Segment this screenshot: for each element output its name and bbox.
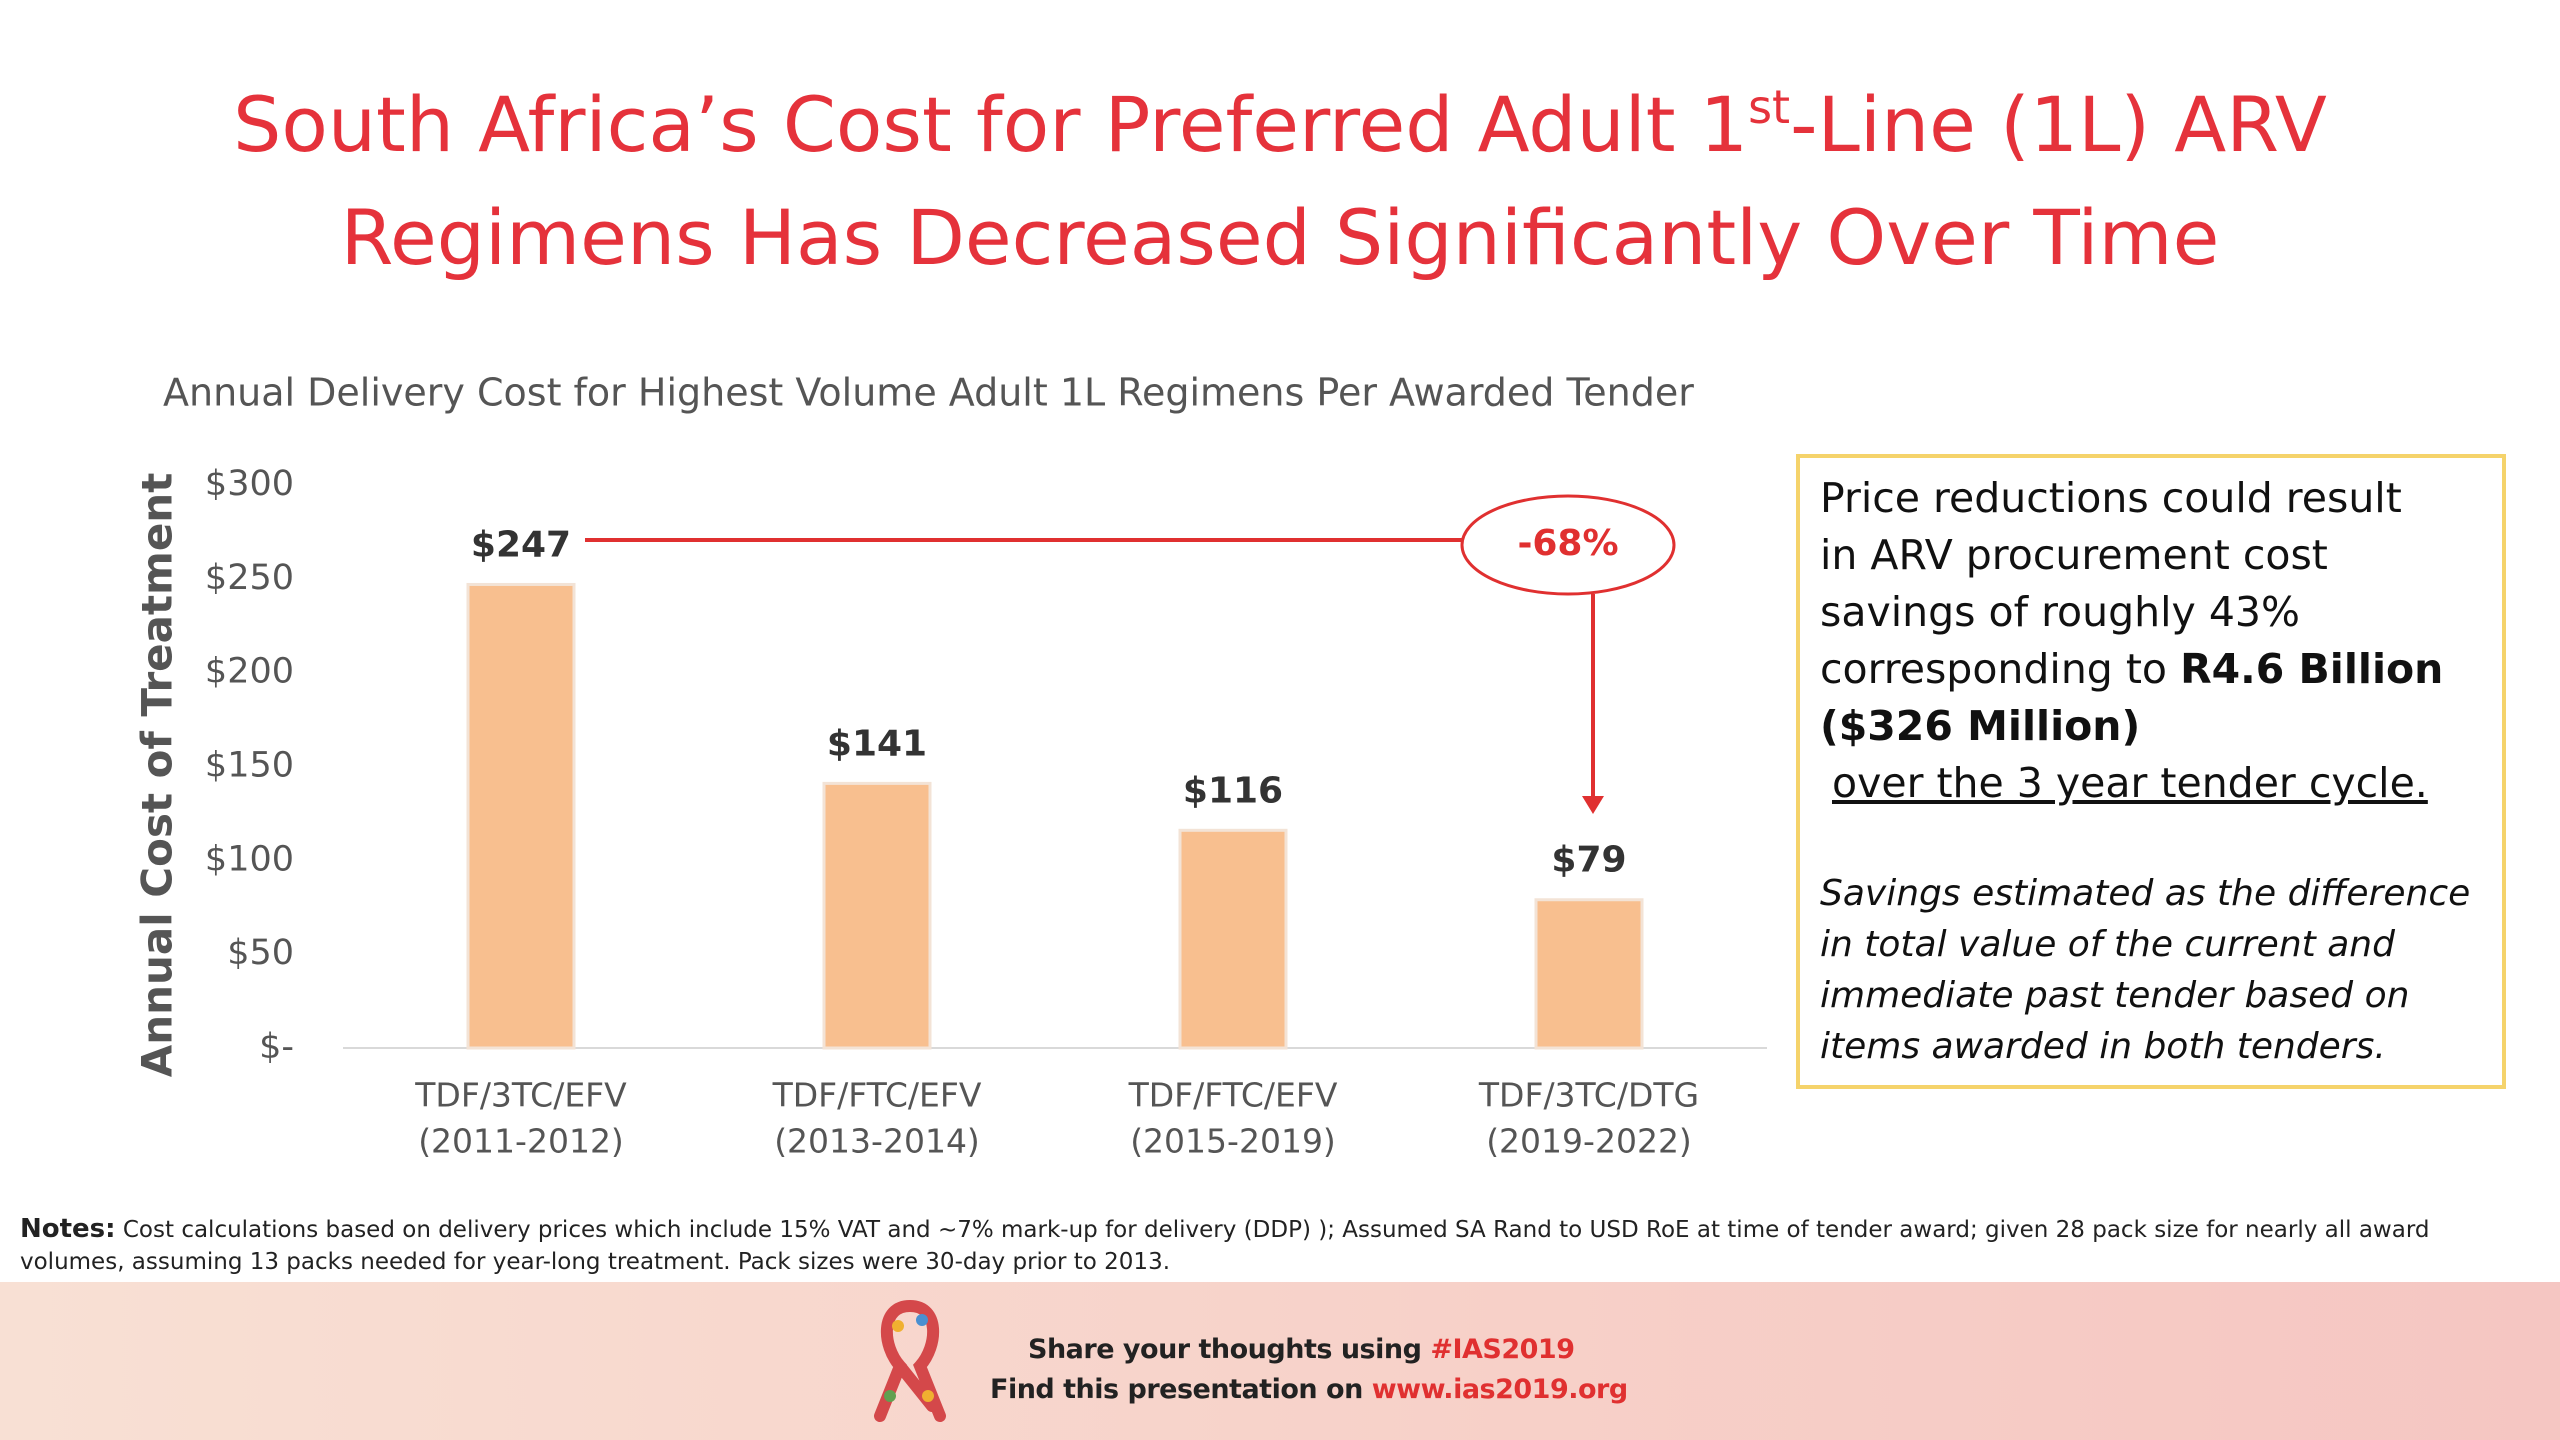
chart: Annual Delivery Cost for Highest Volume … xyxy=(133,371,1767,1161)
bar xyxy=(1178,828,1288,1050)
footer-line: Find this presentation on www.ias2019.or… xyxy=(990,1374,1628,1405)
callout-note: immediate past tender based on xyxy=(1820,975,2410,1016)
x-tick-label: (2019-2022) xyxy=(1486,1122,1692,1161)
value-label: $79 xyxy=(1551,840,1626,881)
value-label: $247 xyxy=(471,524,571,565)
callout-note: in total value of the current and xyxy=(1820,924,2395,965)
bar xyxy=(1534,898,1644,1050)
callout-line: Price reductions could result xyxy=(1820,474,2402,522)
footer-text: Find this presentation on xyxy=(990,1374,1372,1405)
chart-subtitle: Annual Delivery Cost for Highest Volume … xyxy=(163,371,1694,415)
x-tick-label: TDF/3TC/EFV xyxy=(414,1076,627,1115)
callout-underlined: over the 3 year tender cycle. xyxy=(1832,759,2428,807)
y-tick-label: $- xyxy=(259,1027,294,1067)
footer-line: Share your thoughts using #IAS2019 xyxy=(1028,1334,1575,1365)
arrow-head xyxy=(1582,796,1604,814)
title-line: Regimens Has Decreased Significantly Ove… xyxy=(340,193,2220,282)
callout-line: corresponding to R4.6 Billion xyxy=(1820,645,2443,693)
x-tick-label: (2013-2014) xyxy=(774,1122,980,1161)
x-tick-label: TDF/FTC/EFV xyxy=(772,1076,982,1115)
footer-text: Share your thoughts using xyxy=(1028,1334,1431,1365)
x-tick-label: (2011-2012) xyxy=(418,1122,624,1161)
callout-note: Savings estimated as the difference xyxy=(1820,873,2471,914)
annotation: -68% xyxy=(1517,523,1618,564)
value-label: $141 xyxy=(827,723,927,764)
bar xyxy=(822,781,932,1050)
notes-label: Notes: xyxy=(20,1214,116,1244)
x-tick-label: TDF/3TC/DTG xyxy=(1478,1076,1699,1115)
notes-line: volumes, assuming 13 packs needed for ye… xyxy=(20,1249,1171,1275)
notes-text: Cost calculations based on delivery pric… xyxy=(115,1217,2430,1243)
footer-url: www.ias2019.org xyxy=(1371,1374,1629,1405)
y-tick-label: $150 xyxy=(205,746,294,786)
notes-line: Notes: Cost calculations based on delive… xyxy=(20,1214,2429,1244)
footer: Share your thoughts using #IAS2019 Find … xyxy=(0,1282,2560,1440)
annotation-bubble xyxy=(1460,494,1676,596)
bar xyxy=(466,582,576,1050)
y-tick-label: $100 xyxy=(205,839,294,879)
footer-hashtag: #IAS2019 xyxy=(1430,1334,1575,1365)
callout-bold: ($326 Million) xyxy=(1820,702,2141,750)
title-text: -Line (1L) ARV xyxy=(1790,80,2327,169)
ribbon-icon xyxy=(874,1300,946,1422)
callout-box: Price reductions could result in ARV pro… xyxy=(1796,454,2506,1089)
x-tick-label: (2015-2019) xyxy=(1130,1122,1336,1161)
value-label: $116 xyxy=(1183,770,1283,811)
callout-line: savings of roughly 43% xyxy=(1820,588,2300,636)
title-text: South Africa’s Cost for Preferred Adult … xyxy=(233,80,1749,169)
title-line: South Africa’s Cost for Preferred Adult … xyxy=(0,80,2560,169)
callout-text: corresponding to xyxy=(1820,645,2181,693)
callout-line: in ARV procurement cost xyxy=(1820,531,2328,579)
x-tick-label: TDF/FTC/EFV xyxy=(1128,1076,1338,1115)
y-tick-label: $50 xyxy=(227,933,294,973)
title-superscript: st xyxy=(1748,80,1791,134)
callout-bold: R4.6 Billion xyxy=(2180,645,2444,693)
y-tick-label: $300 xyxy=(205,464,294,504)
y-tick-label: $200 xyxy=(205,652,294,692)
y-tick-label: $250 xyxy=(205,558,294,598)
callout-note: items awarded in both tenders. xyxy=(1820,1026,2386,1067)
y-axis-label: Annual Cost of Treatment xyxy=(133,473,182,1078)
